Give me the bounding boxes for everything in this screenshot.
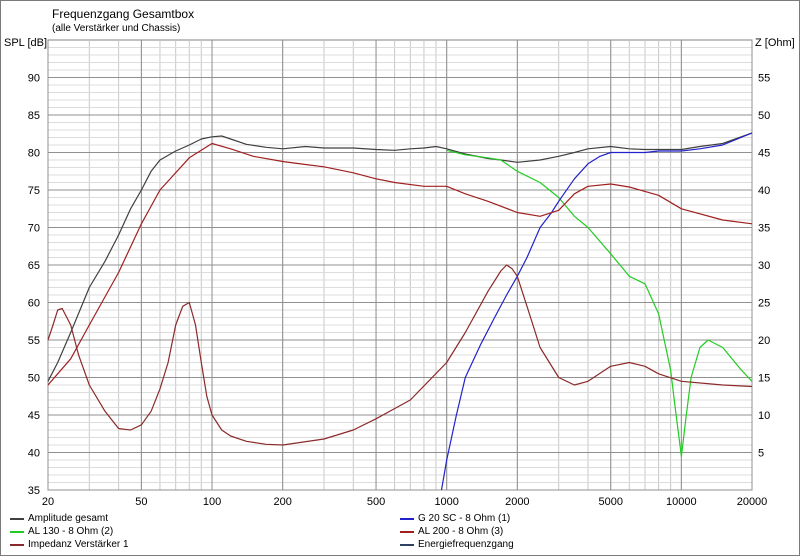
- y-tick-label: 75: [28, 185, 40, 197]
- y-tick-label: 90: [28, 73, 40, 85]
- x-tick-label: 100: [203, 496, 221, 508]
- series-line-0: [47, 132, 753, 382]
- legend-item: Amplitude gesamt: [10, 512, 108, 525]
- x-tick-label: 1000: [434, 496, 458, 508]
- y2-tick-label: 15: [758, 373, 770, 385]
- legend-item: AL 200 - 8 Ohm (3): [400, 525, 503, 538]
- legend-swatch: [400, 530, 414, 533]
- legend: Amplitude gesamt G 20 SC - 8 Ohm (1) AL 13…: [0, 508, 800, 556]
- x-tick-label: 50: [135, 496, 147, 508]
- y2-tick-label: 20: [758, 335, 770, 347]
- series-line-4: [47, 264, 753, 446]
- y-tick-label: 45: [28, 410, 40, 422]
- series-line-1: [446, 149, 753, 457]
- x-tick-label: 20: [42, 496, 54, 508]
- y2-tick-label: 50: [758, 110, 770, 122]
- legend-swatch: [10, 543, 24, 546]
- series-line-2: [440, 132, 753, 491]
- legend-swatch: [10, 530, 24, 533]
- y2-tick-label: 55: [758, 73, 770, 85]
- legend-label: G 20 SC - 8 Ohm (1): [418, 513, 511, 524]
- legend-item: Energiefrequenzgang: [400, 538, 514, 551]
- legend-item: G 20 SC - 8 Ohm (1): [400, 512, 510, 525]
- y-tick-label: 55: [28, 335, 40, 347]
- y-tick-label: 70: [28, 223, 40, 235]
- series-line-3: [47, 142, 753, 386]
- y-tick-label: 35: [28, 485, 40, 497]
- y2-tick-label: 25: [758, 298, 770, 310]
- y-tick-label: 85: [28, 110, 40, 122]
- legend-item: AL 130 - 8 Ohm (2): [10, 525, 113, 538]
- y2-tick-label: 35: [758, 223, 770, 235]
- y2-tick-label: 5: [758, 448, 764, 460]
- legend-label: Amplitude gesamt: [28, 513, 109, 524]
- y-axis-label-right: Z [Ohm]: [755, 37, 795, 49]
- legend-swatch: [10, 517, 24, 520]
- y-axis-label-left: SPL [dB]: [4, 37, 48, 49]
- y2-tick-label: 45: [758, 148, 770, 160]
- y2-tick-label: 30: [758, 260, 770, 272]
- x-tick-label: 20000: [737, 496, 768, 508]
- y-tick-label: 50: [28, 373, 40, 385]
- legend-swatch: [400, 543, 414, 546]
- legend-swatch: [400, 517, 414, 520]
- legend-label: Impedanz Verstärker 1: [28, 539, 129, 550]
- x-tick-label: 200: [273, 496, 291, 508]
- x-tick-label: 5000: [598, 496, 622, 508]
- x-tick-label: 10000: [666, 496, 697, 508]
- y-tick-label: 40: [28, 448, 40, 460]
- chart-title: Frequenzgang Gesamtbox: [52, 7, 195, 21]
- y-tick-label: 80: [28, 148, 40, 160]
- legend-label: AL 130 - 8 Ohm (2): [28, 526, 114, 537]
- y-tick-label: 65: [28, 260, 40, 272]
- x-tick-label: 500: [367, 496, 385, 508]
- legend-label: Energiefrequenzgang: [418, 539, 514, 550]
- legend-label: AL 200 - 8 Ohm (3): [418, 526, 504, 537]
- y2-tick-label: 10: [758, 410, 770, 422]
- y-tick-label: 60: [28, 298, 40, 310]
- x-tick-label: 2000: [505, 496, 529, 508]
- chart-subtitle: (alle Verstärker und Chassis): [52, 23, 181, 34]
- legend-item: Impedanz Verstärker 1: [10, 538, 129, 551]
- y2-tick-label: 40: [758, 185, 770, 197]
